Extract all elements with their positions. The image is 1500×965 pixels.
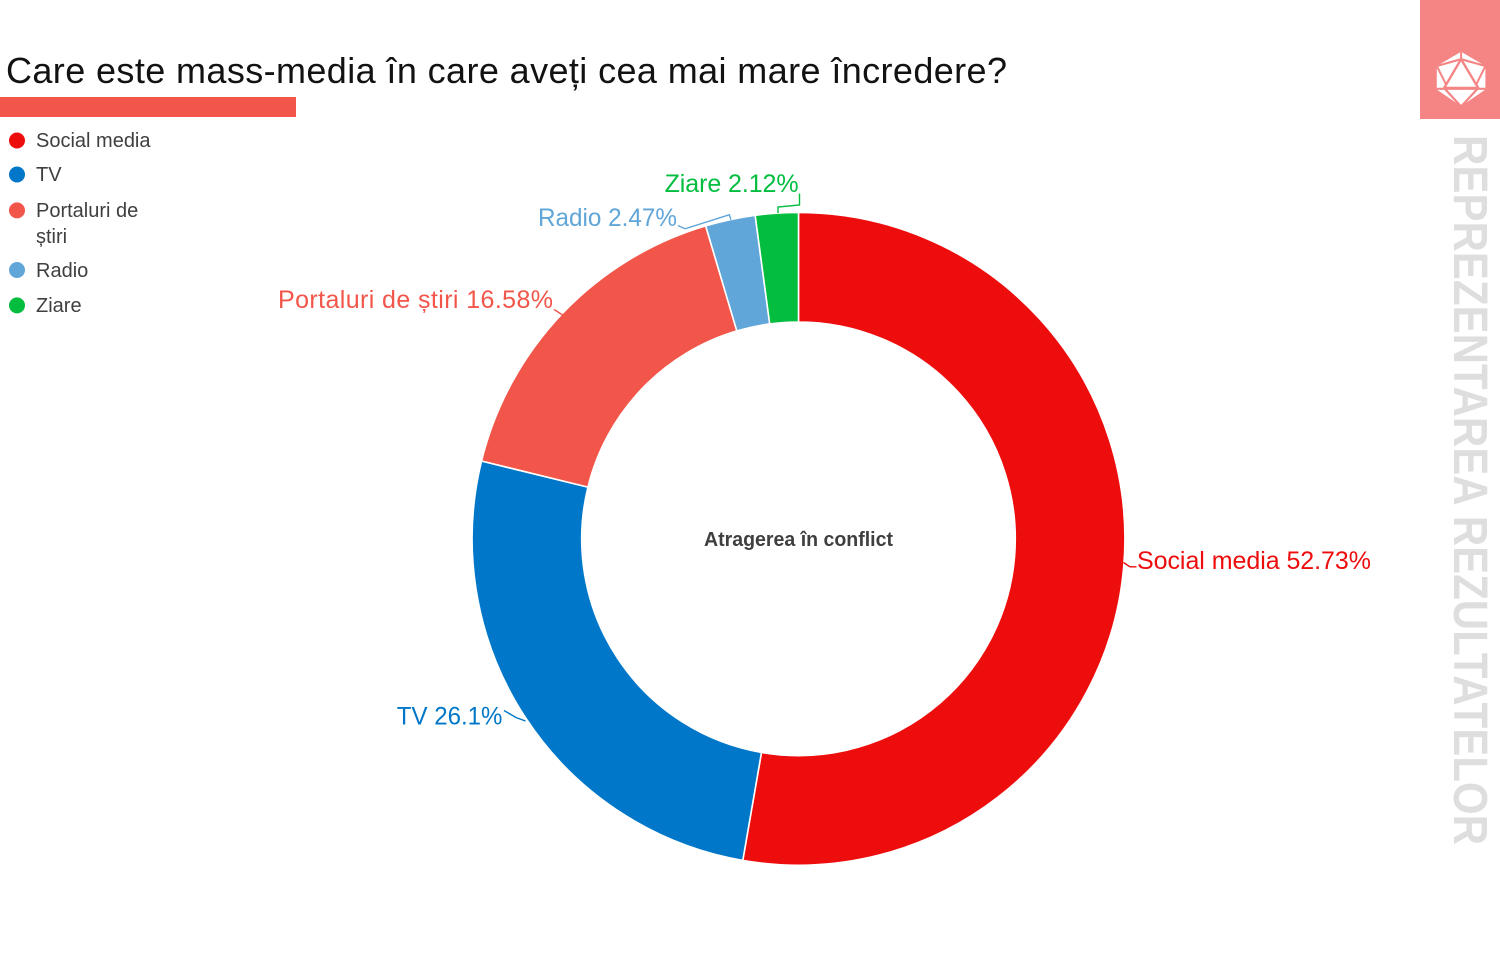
svg-text:TV: TV bbox=[36, 164, 62, 186]
svg-text:Social media: Social media bbox=[36, 130, 151, 152]
svg-text:TV 26.1%: TV 26.1% bbox=[397, 703, 503, 731]
svg-text:Radio: Radio bbox=[36, 260, 88, 282]
svg-text:Radio 2.47%: Radio 2.47% bbox=[538, 204, 677, 232]
svg-text:REPREZENTAREA REZULTATELOR: REPREZENTAREA REZULTATELOR bbox=[1443, 135, 1496, 845]
svg-text:Portaluri de: Portaluri de bbox=[36, 200, 138, 222]
svg-text:știri: știri bbox=[36, 226, 67, 248]
svg-text:Ziare: Ziare bbox=[36, 295, 82, 317]
svg-text:Ziare 2.12%: Ziare 2.12% bbox=[665, 170, 799, 198]
svg-text:Atragerea în conflict: Atragerea în conflict bbox=[704, 528, 893, 551]
svg-text:Portaluri de știri 16.58%: Portaluri de știri 16.58% bbox=[278, 286, 553, 314]
svg-text:Social media 52.73%: Social media 52.73% bbox=[1137, 547, 1371, 575]
svg-text:Care este mass-media în care a: Care este mass-media în care aveți cea m… bbox=[6, 50, 1007, 91]
